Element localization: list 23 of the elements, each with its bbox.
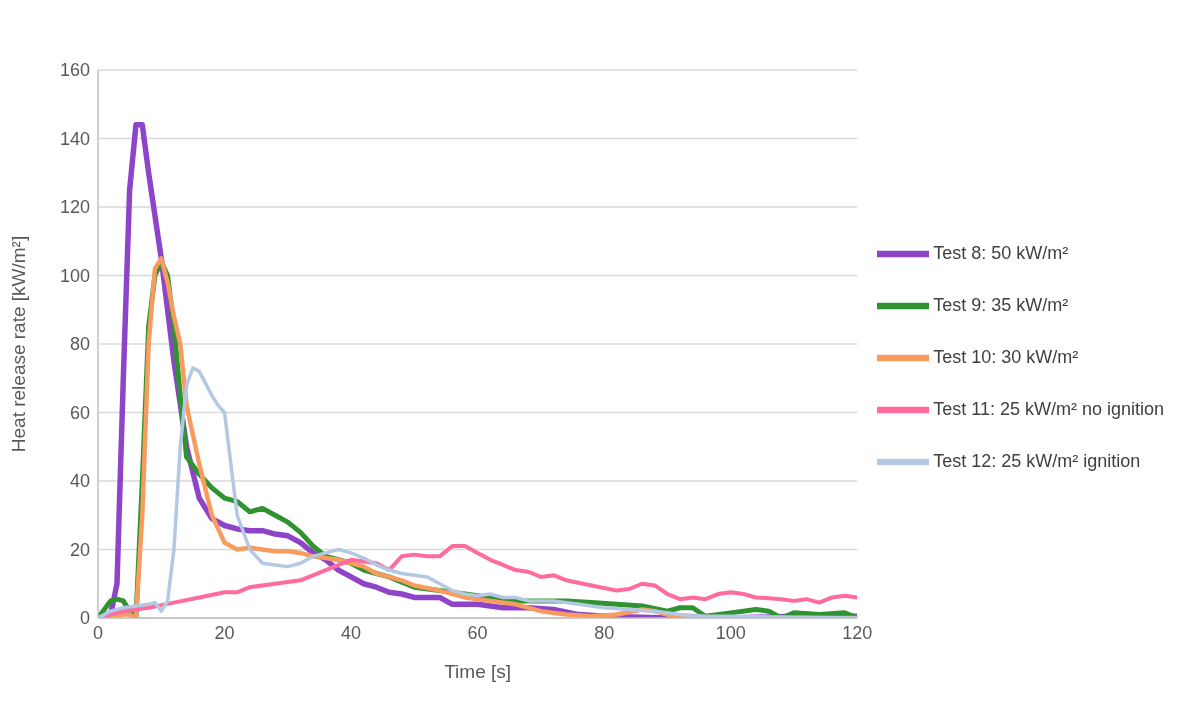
legend-label: Test 9: 35 kW/m² [933, 294, 1069, 315]
y-tick-label: 0 [79, 608, 90, 629]
x-tick-label: 120 [842, 622, 873, 643]
x-tick-label: 80 [594, 622, 615, 643]
y-tick-label: 140 [59, 128, 90, 149]
y-tick-label: 40 [69, 471, 90, 492]
y-tick-label: 100 [59, 265, 90, 286]
y-tick-label: 80 [69, 334, 90, 355]
x-tick-label: 60 [467, 622, 488, 643]
y-tick-label: 20 [69, 539, 90, 560]
y-tick-label: 160 [59, 60, 90, 81]
legend-label: Test 12: 25 kW/m² ignition [933, 450, 1141, 471]
legend-label: Test 10: 30 kW/m² [933, 346, 1079, 367]
x-tick-label: 20 [214, 622, 235, 643]
x-tick-label: 0 [92, 622, 104, 643]
legend-label: Test 8: 50 kW/m² [933, 242, 1069, 263]
y-tick-label: 120 [59, 197, 90, 218]
y-axis-title: Heat release rate [kW/m²] [7, 235, 29, 453]
x-axis-title: Time [s] [444, 661, 512, 682]
x-tick-label: 100 [715, 622, 746, 643]
y-tick-label: 60 [69, 402, 90, 423]
x-tick-label: 40 [341, 622, 362, 643]
legend-label: Test 11: 25 kW/m² no ignition [933, 398, 1164, 419]
